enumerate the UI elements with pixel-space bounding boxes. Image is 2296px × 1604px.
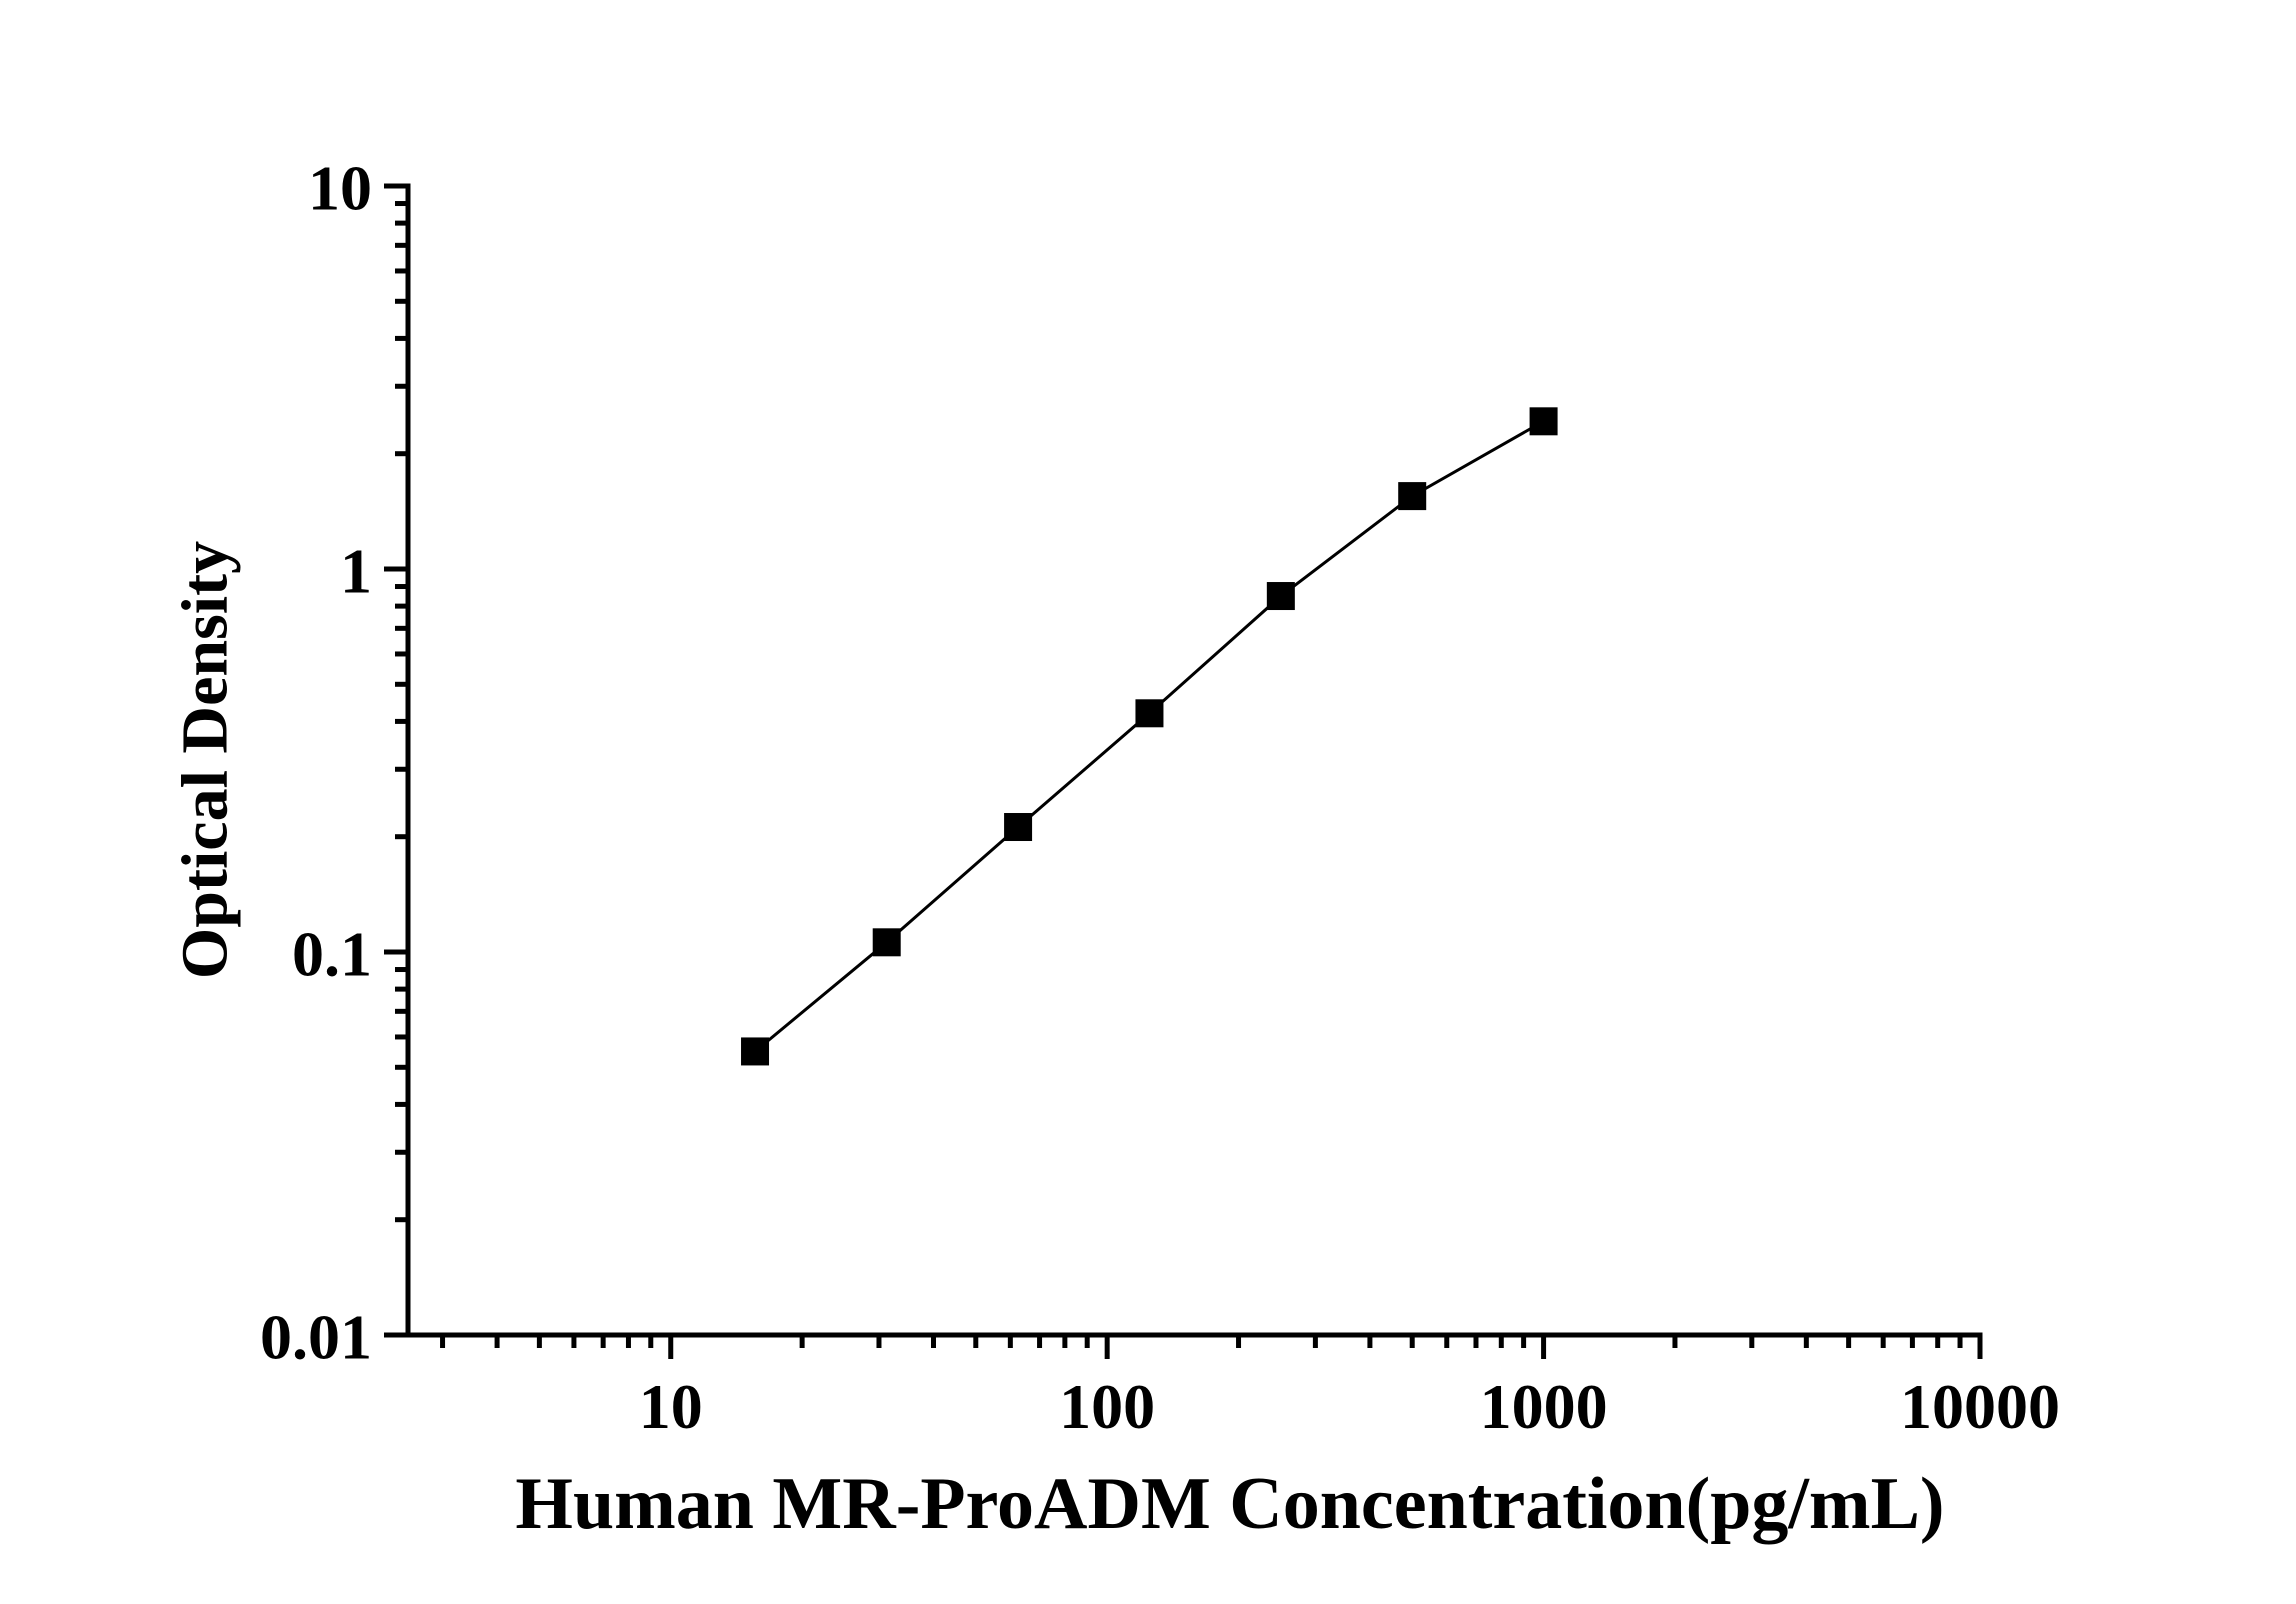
axis-spine	[405, 183, 1983, 1338]
x-tick-label: 100	[1059, 1371, 1155, 1442]
x-axis-title: Human MR-ProADM Concentration(pg/mL)	[515, 1463, 1944, 1545]
x-tick-label: 10	[639, 1371, 703, 1442]
data-point-marker	[1135, 699, 1164, 728]
y-tick-label: 0.01	[260, 1302, 372, 1373]
data-point-marker	[1398, 482, 1427, 511]
axes	[405, 183, 1983, 1338]
y-tick-label: 0.1	[292, 919, 372, 990]
axis-ticks	[384, 183, 1983, 1359]
x-tick-label: 1000	[1480, 1371, 1608, 1442]
y-tick-label: 1	[340, 536, 372, 607]
data-point-marker	[872, 928, 901, 957]
data-series	[741, 407, 1558, 1066]
x-tick-label: 10000	[1900, 1371, 2060, 1442]
tick-labels: 10 100 1000 10000 0.01 0.1 1 10	[260, 153, 2060, 1443]
data-point-marker	[1266, 582, 1295, 611]
series-line	[754, 420, 1545, 1053]
y-axis-title: Optical Density	[169, 541, 242, 979]
data-point-marker	[741, 1037, 770, 1066]
data-point-marker	[1529, 407, 1558, 436]
data-point-marker	[1004, 813, 1033, 842]
y-tick-label: 10	[308, 153, 372, 224]
